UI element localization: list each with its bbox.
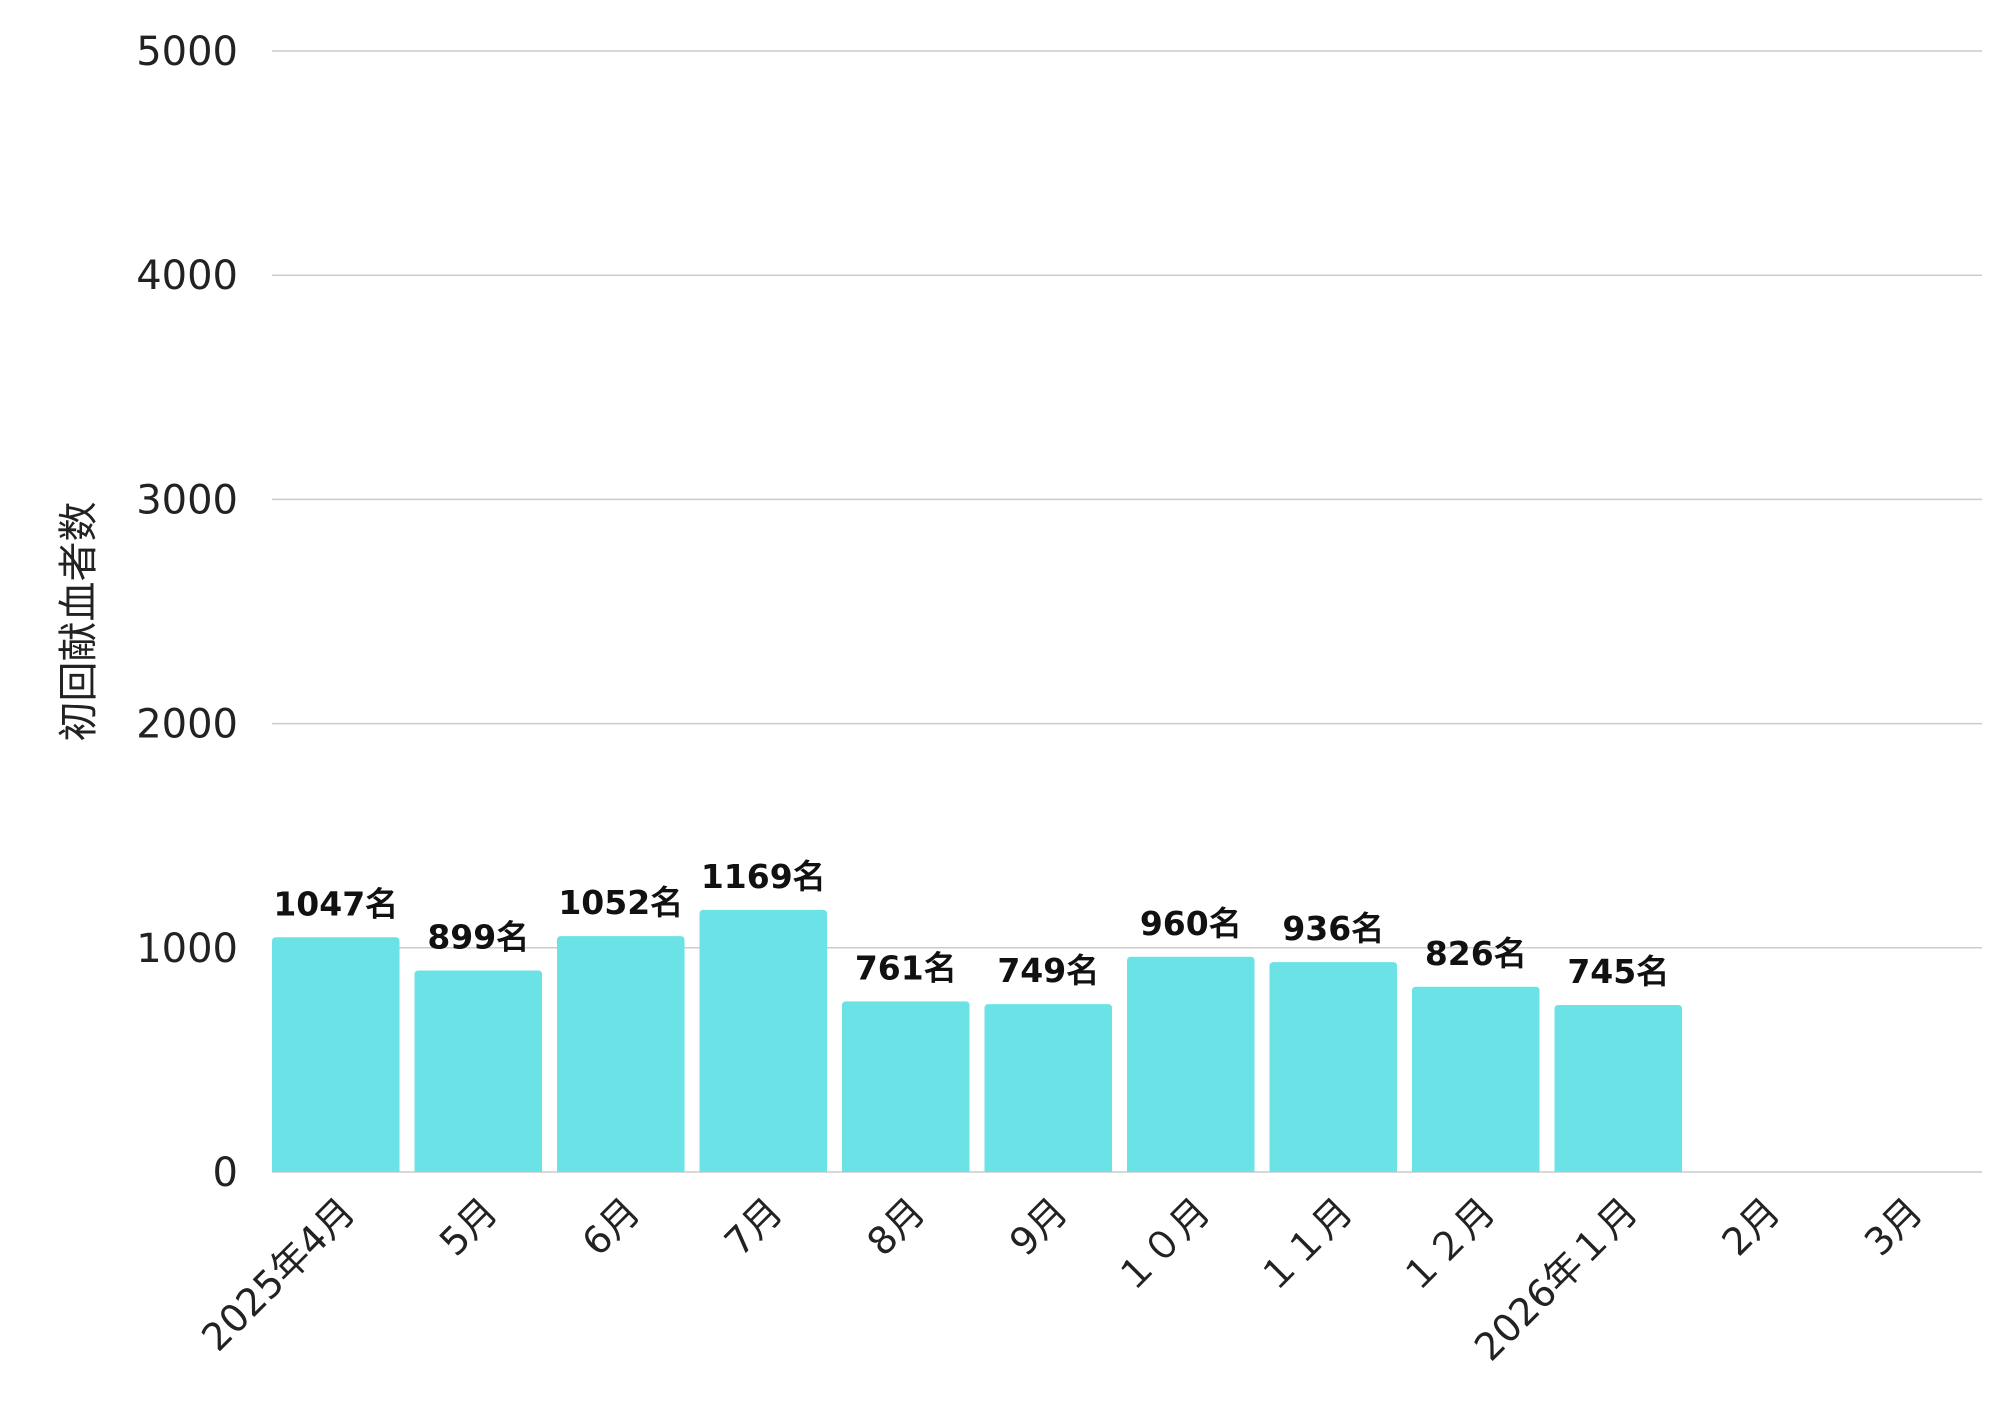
y-axis-ticks: 0 1000 2000 3000 4000 5000	[136, 29, 238, 1196]
data-label: 1169名	[701, 857, 826, 896]
bar	[1127, 956, 1255, 1172]
y-tick-label: 5000	[136, 29, 238, 75]
y-tick-label: 0	[213, 1150, 238, 1196]
x-tick-label: 3月	[1856, 1189, 1931, 1264]
y-axis-title: 初回献血者数	[56, 502, 102, 742]
data-label: 749名	[997, 951, 1099, 990]
x-tick-label: １１月	[1249, 1189, 1361, 1301]
x-tick-label: １０月	[1107, 1189, 1219, 1301]
data-label: 899名	[427, 917, 529, 956]
bar	[1412, 986, 1540, 1172]
data-label: 761名	[855, 948, 957, 987]
data-label: 960名	[1140, 904, 1242, 943]
bars	[272, 909, 1683, 1172]
x-tick-label: 6月	[574, 1189, 649, 1264]
y-tick-label: 4000	[136, 253, 238, 299]
x-tick-label: 9月	[1001, 1189, 1076, 1264]
bar	[1269, 962, 1398, 1172]
bar	[699, 909, 828, 1172]
bar	[414, 970, 543, 1172]
x-tick-label: 5月	[431, 1189, 506, 1264]
bar	[272, 937, 400, 1172]
x-tick-label: 2025年4月	[193, 1189, 363, 1359]
y-tick-label: 3000	[136, 477, 238, 523]
y-tick-label: 2000	[136, 702, 238, 748]
y-tick-label: 1000	[136, 926, 238, 972]
x-tick-label: 7月	[716, 1189, 791, 1264]
x-tick-label: 2月	[1714, 1189, 1789, 1264]
bar	[842, 1001, 970, 1172]
bar	[557, 936, 685, 1172]
data-label: 745名	[1567, 952, 1669, 991]
x-tick-label: １２月	[1392, 1189, 1504, 1301]
data-label: 936名	[1282, 909, 1384, 948]
data-label: 1047名	[273, 884, 398, 923]
x-tick-label: 8月	[859, 1189, 934, 1264]
data-label: 826名	[1425, 934, 1527, 973]
data-labels: 1047名 899名 1052名 1169名 761名 749名 960名 936名 826名 7…	[273, 857, 1669, 991]
bar	[1554, 1004, 1683, 1172]
data-label: 1052名	[558, 883, 683, 922]
bar	[984, 1004, 1113, 1172]
